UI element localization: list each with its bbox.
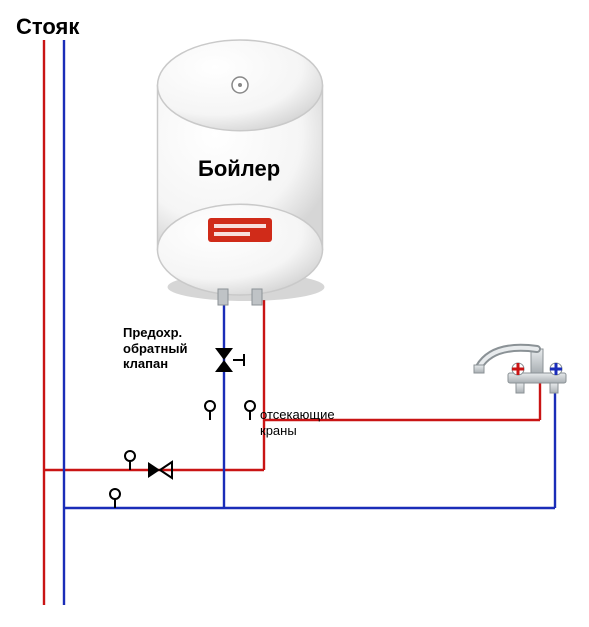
riser-label: Стояк bbox=[16, 14, 79, 40]
schematic-canvas bbox=[0, 0, 589, 627]
cutoff-valves-label: отсекающие краны bbox=[260, 407, 335, 438]
safety-valve-icon bbox=[215, 348, 244, 372]
cold-pipes bbox=[64, 40, 555, 605]
faucet-shape bbox=[474, 348, 566, 393]
check-valve-icon bbox=[148, 462, 172, 478]
boiler-label: Бойлер bbox=[198, 156, 280, 182]
safety-valve-label: Предохр. обратный клапан bbox=[123, 325, 187, 372]
valve-handles bbox=[110, 401, 255, 508]
hot-pipes bbox=[44, 40, 540, 605]
